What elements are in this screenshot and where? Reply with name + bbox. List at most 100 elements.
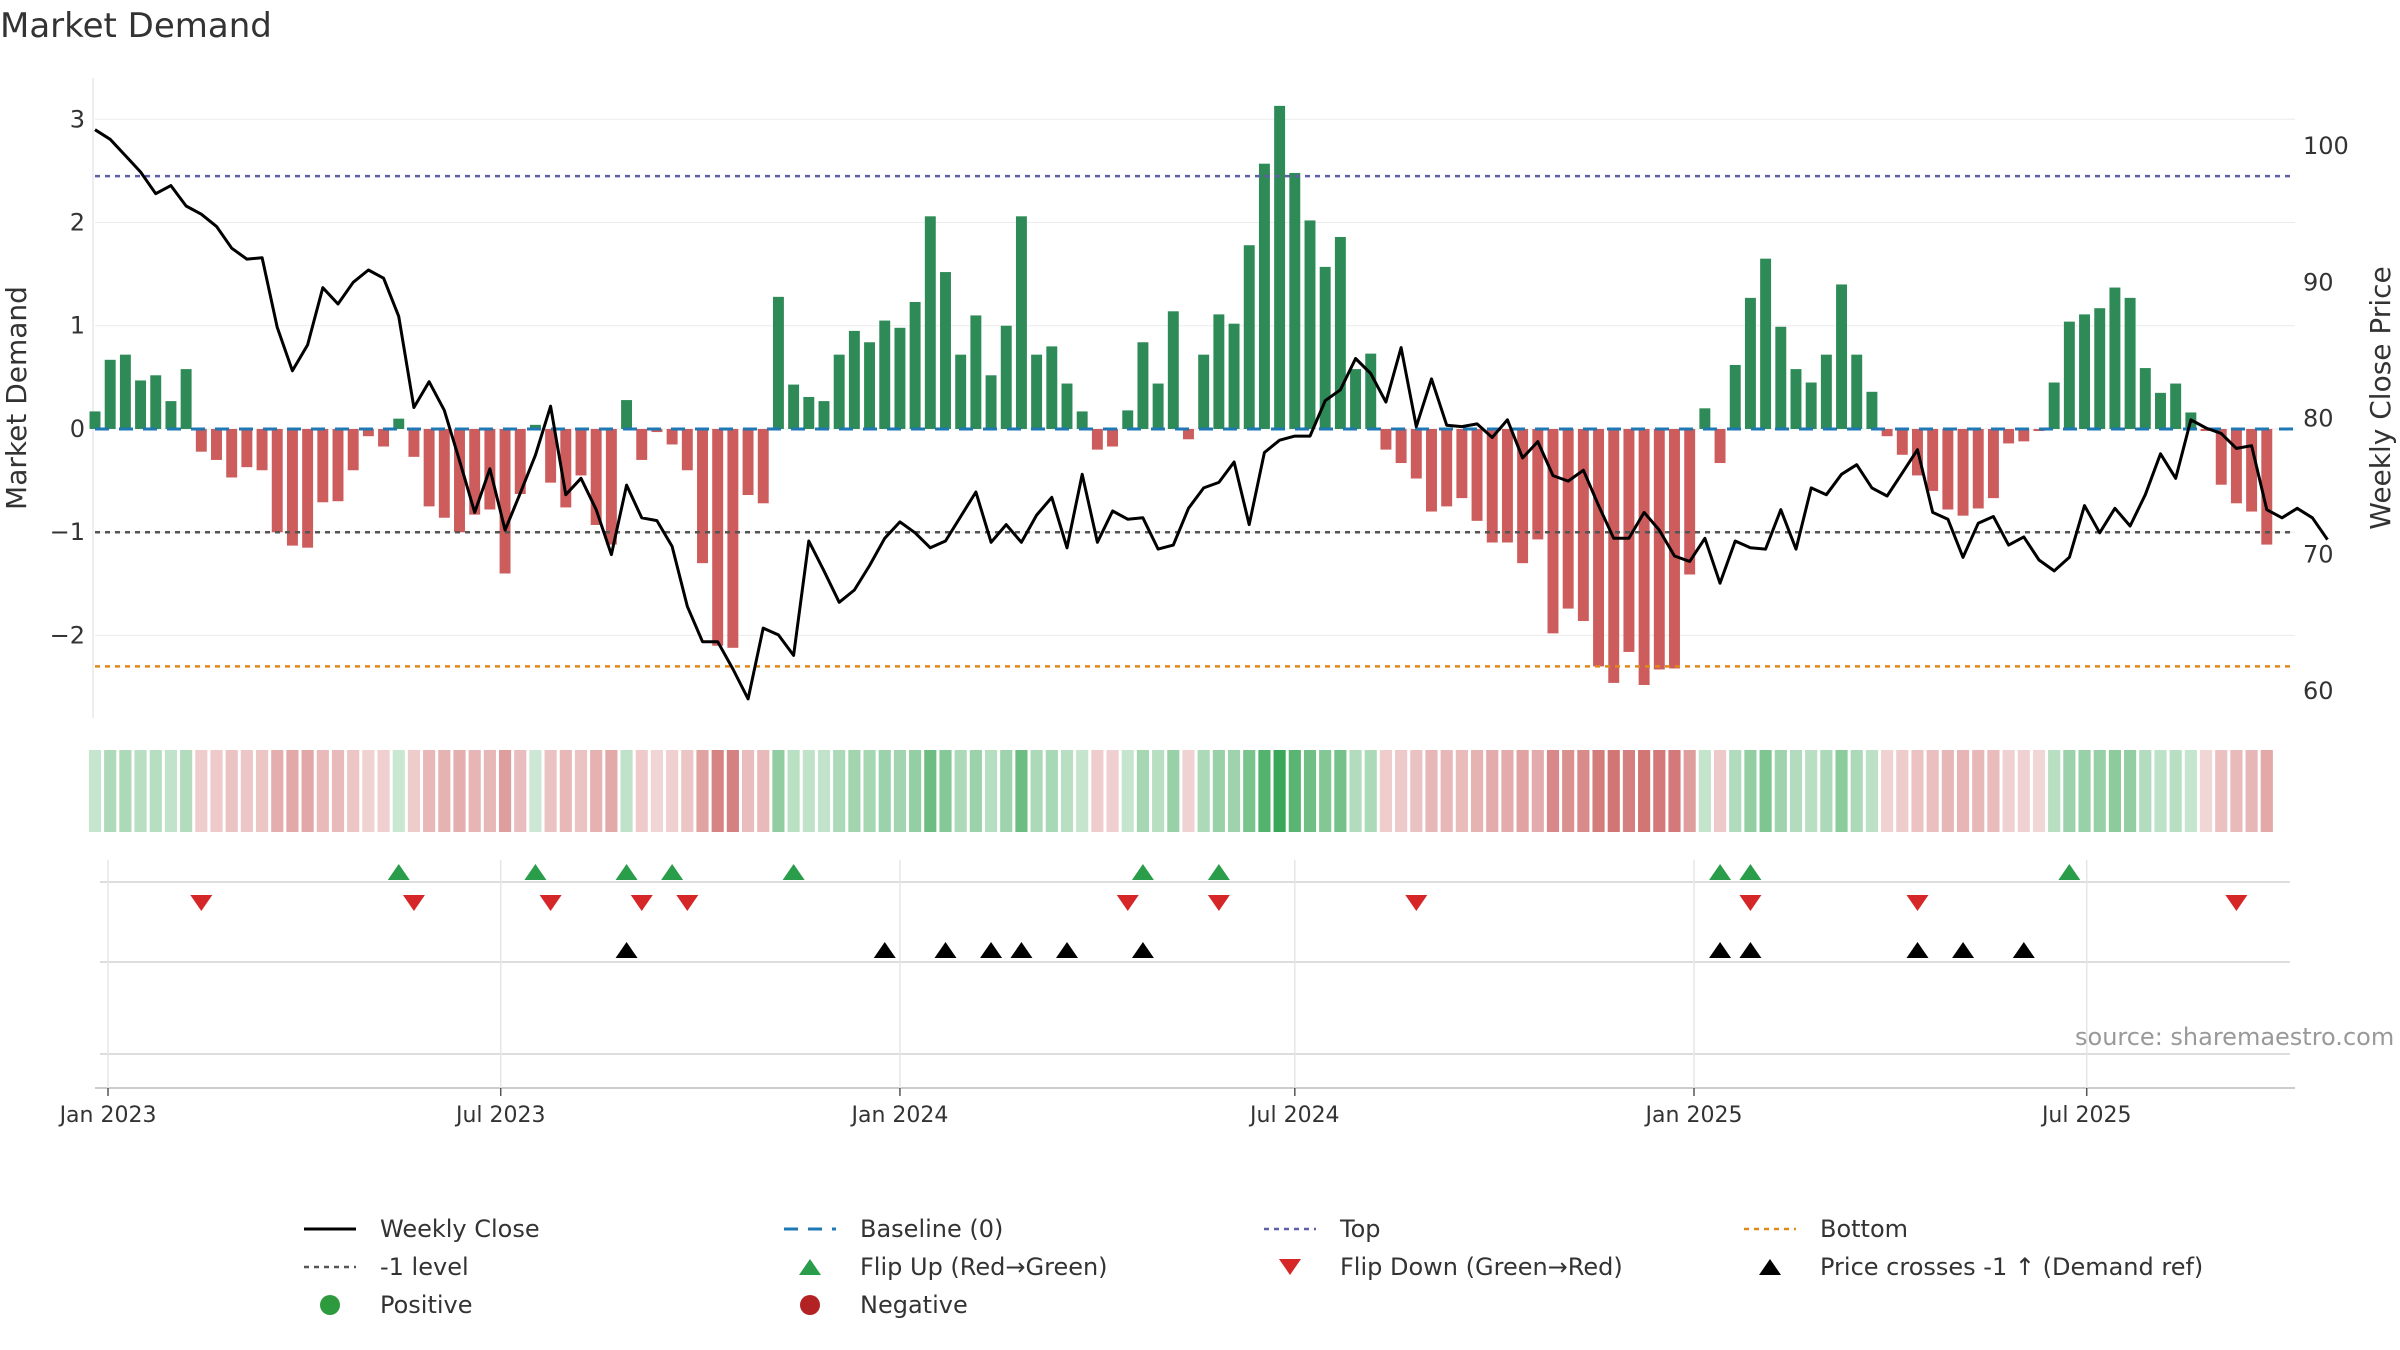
demand-bar <box>1304 220 1316 429</box>
x-tick-label: Jul 2023 <box>454 1103 546 1128</box>
demand-bar <box>1577 428 1589 621</box>
demand-bar <box>1167 311 1179 429</box>
heat-strip-cell <box>1881 750 1894 832</box>
heat-strip-cell <box>802 750 815 832</box>
heat-strip-cell <box>2017 750 2030 832</box>
demand-bar <box>1015 216 1027 429</box>
heat-strip-cell <box>164 750 178 832</box>
heat-strip-cell <box>1562 750 1575 832</box>
demand-bar <box>621 400 633 429</box>
heat-strip-cell <box>1182 750 1195 832</box>
heat-strip-cell <box>1319 750 1332 832</box>
heat-strip-cell <box>924 750 937 832</box>
demand-bar <box>1486 428 1498 543</box>
heat-strip-cell <box>726 750 739 832</box>
legend-label: Weekly Close <box>380 1215 540 1243</box>
legend-symbol-baseline-icon <box>780 1215 840 1243</box>
heat-strip-cell <box>666 750 679 832</box>
flip-down-marker <box>2225 895 2248 911</box>
demand-bar <box>2170 383 2182 429</box>
heat-strip-cell <box>1486 750 1499 832</box>
demand-bar <box>772 296 784 429</box>
heat-strip-cell <box>2230 750 2243 832</box>
demand-bar <box>2124 297 2136 429</box>
legend-symbol-negative-icon <box>780 1291 840 1319</box>
demand-bar <box>1122 410 1134 429</box>
demand-bar <box>803 396 815 429</box>
legend-item-negative: Negative <box>780 1291 968 1319</box>
demand-bar <box>681 428 693 471</box>
heat-strip-cell <box>1926 750 1939 832</box>
heat-strip-cell <box>1212 750 1225 832</box>
demand-bar <box>1031 354 1043 429</box>
flip-down-marker <box>630 895 653 911</box>
heat-strip-cell <box>1713 750 1727 832</box>
price-cross-marker <box>873 942 896 958</box>
heat-strip-cell <box>1638 750 1651 832</box>
legend-symbol-bottom-icon <box>1740 1215 1800 1243</box>
heat-strip-cell <box>1258 750 1271 832</box>
demand-bar <box>1152 383 1164 429</box>
legend-label: Flip Down (Green→Red) <box>1340 1253 1623 1281</box>
demand-bar <box>271 428 283 533</box>
heat-strip-cell <box>1288 750 1301 832</box>
legend-symbol-positive-icon <box>300 1291 360 1319</box>
heat-strip-cell <box>863 750 876 832</box>
demand-bar <box>1243 245 1255 429</box>
demand-bar <box>499 428 511 574</box>
demand-bar <box>636 428 648 460</box>
demand-bar <box>1987 428 1999 499</box>
heat-strip-cell <box>2093 750 2106 832</box>
heat-strip-cell <box>620 750 633 832</box>
flip-up-marker <box>1131 864 1154 880</box>
heat-strip-cell <box>787 750 800 832</box>
demand-bar <box>1289 172 1301 429</box>
flip-up-marker <box>661 864 684 880</box>
demand-bar <box>393 418 405 429</box>
heat-strip-cell <box>1076 750 1089 832</box>
heat-strip-cell <box>1835 750 1848 832</box>
demand-bar <box>666 428 678 445</box>
heat-strip-cell <box>453 750 466 832</box>
flip-down-marker <box>1116 895 1139 911</box>
legend-item-flipdown: Flip Down (Green→Red) <box>1260 1253 1623 1281</box>
demand-bar <box>864 342 876 429</box>
heat-strip-cell <box>1410 750 1423 832</box>
demand-bar <box>89 411 101 429</box>
demand-bar <box>545 428 557 483</box>
demand-bar <box>742 428 754 496</box>
demand-bar <box>1957 428 1969 516</box>
flip-up-marker <box>1207 864 1230 880</box>
demand-bar <box>317 428 329 503</box>
demand-bar <box>712 428 724 646</box>
heat-strip-cell <box>119 750 132 832</box>
heat-strip-cell <box>240 750 253 832</box>
demand-bar <box>879 320 891 429</box>
demand-bar <box>1076 411 1088 429</box>
heat-strip-cell <box>1622 750 1635 832</box>
demand-bar <box>894 327 906 429</box>
demand-bar <box>119 354 131 429</box>
heat-strip-cell <box>1121 750 1134 832</box>
heat-strip-cell <box>1956 750 1970 832</box>
heat-strip-cell <box>969 750 982 832</box>
heat-strip-cell <box>1607 750 1620 832</box>
demand-bar <box>757 428 769 504</box>
demand-bar <box>226 428 238 478</box>
heat-strip-cell <box>1729 750 1742 832</box>
heat-strip-cell <box>1774 750 1787 832</box>
heat-strip-cell <box>1896 750 1909 832</box>
demand-bar <box>408 428 420 457</box>
demand-bar <box>1501 428 1513 543</box>
demand-bar <box>1775 326 1787 429</box>
heat-strip-cell <box>1668 750 1681 832</box>
demand-bar <box>362 428 374 437</box>
y-tick-label-right: 100 <box>2303 132 2349 160</box>
demand-bar <box>1183 428 1194 440</box>
demand-bar <box>1881 428 1893 437</box>
heat-strip-cell <box>195 750 208 832</box>
demand-bar <box>165 401 177 429</box>
flip-down-marker <box>402 895 425 911</box>
y-tick-label-left: −1 <box>50 518 85 546</box>
